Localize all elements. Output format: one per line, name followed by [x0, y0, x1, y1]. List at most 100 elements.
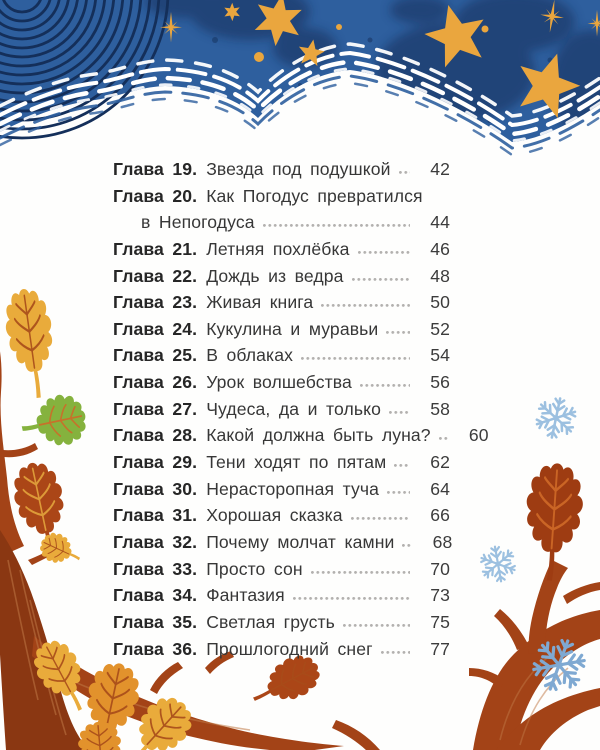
toc-row: Глава 36. Прошлогодний снег 77: [113, 636, 450, 663]
chapter-title: Почему молчат камни: [206, 531, 395, 552]
toc-row: Глава 25. В облаках 54: [113, 342, 450, 369]
dot-leader: [357, 250, 410, 254]
chapter-title: Урок волшебства: [206, 372, 352, 393]
page-number: 73: [430, 585, 450, 606]
chapter-label: Глава 24.: [113, 318, 198, 339]
dot-leader: [301, 357, 410, 361]
chapter-title: Кукулина и муравьи: [206, 318, 379, 339]
toc-row: Глава 26. Урок волшебства 56: [113, 369, 450, 396]
gold-stars: [160, 0, 600, 123]
snowflake-icon: [477, 544, 518, 585]
toc-row: Глава 29. Тени ходят по пятам 62: [113, 449, 450, 476]
chapter-title: Прошлогодний снег: [206, 638, 373, 659]
page-number: 60: [468, 425, 489, 446]
page-number: 66: [430, 505, 450, 526]
oak-leaf-icon: [519, 460, 587, 584]
toc-row: Глава 22. Дождь из ведра 48: [113, 263, 450, 290]
chapter-title: Фантазия: [206, 585, 285, 606]
chapter-title: Чудеса, да и только: [206, 398, 381, 419]
toc-row: Глава 23. Живая книга 50: [113, 289, 450, 316]
page-number: 58: [430, 398, 450, 419]
chapter-title: В облаках: [206, 345, 293, 366]
chapter-title: Хорошая сказка: [206, 505, 343, 526]
chapter-label: Глава 35.: [113, 611, 198, 632]
page-number: 75: [430, 611, 450, 632]
toc-row: Глава 32. Почему молчат камни 68: [113, 529, 453, 556]
chapter-title: Дождь из ведра: [206, 265, 344, 286]
oak-leaf-icon: [34, 527, 87, 573]
dot-leader: [262, 224, 410, 228]
page-number: 54: [430, 345, 450, 366]
chapter-label: Глава 36.: [113, 638, 198, 659]
page-number: 64: [430, 478, 450, 499]
chapter-title: Нерасторопная туча: [206, 478, 380, 499]
toc-row: Глава 19. Звезда под подушкой 42: [113, 156, 450, 183]
chapter-label: Глава 33.: [113, 558, 198, 579]
oak-tree-bottom-left: [0, 527, 344, 750]
toc-row: Глава 33. Просто сон 70: [113, 556, 450, 583]
oak-leaf-icon: [0, 284, 63, 403]
chapter-title: Летняя похлёбка: [206, 238, 350, 259]
chapter-label: Глава 30.: [113, 478, 198, 499]
dot-leader: [351, 277, 410, 281]
chapter-label: Глава 25.: [113, 345, 198, 366]
dot-leader: [292, 597, 410, 601]
toc-row: Глава 21. Летняя похлёбка 46: [113, 236, 450, 263]
chapter-label: Глава 28.: [113, 425, 198, 446]
chapter-label: Глава 19.: [113, 159, 198, 179]
dot-leader: [394, 464, 410, 468]
dot-leader: [387, 490, 410, 494]
chapter-label: Глава 31.: [113, 505, 198, 526]
page-number: 56: [430, 372, 450, 393]
chapter-title: Живая книга: [206, 292, 314, 313]
bark-texture: [499, 653, 569, 746]
page-number: 68: [432, 531, 453, 552]
oak-leaf-icon: [16, 389, 92, 455]
dot-leader: [350, 517, 410, 521]
table-of-contents: Глава 19. Звезда под подушкой 42 Глава 2…: [113, 156, 489, 663]
oak-leaf-icon: [75, 719, 126, 750]
star-dot-icon: [481, 25, 489, 33]
toc-row: Глава 35. Светлая грусть 75: [113, 609, 450, 636]
star-dot-icon: [336, 24, 342, 30]
dot-leader: [380, 650, 410, 654]
chapter-label: Глава 20.: [113, 185, 198, 206]
chapter-label: Глава 26.: [113, 372, 198, 393]
page-number: 50: [430, 292, 450, 313]
night-sky-banner: [0, 0, 600, 157]
toc-row: Глава 20. Как Погодус превратился 44: [113, 183, 450, 210]
page-number: 48: [430, 265, 450, 286]
chapter-title: Светлая грусть: [206, 611, 335, 632]
page-number: 52: [430, 318, 450, 339]
chapter-title: в Непогодуса: [141, 212, 255, 233]
chapter-title: Звезда под подушкой: [206, 159, 391, 179]
dot-leader: [310, 570, 410, 574]
oak-branch-left: [0, 284, 92, 562]
chapter-label: Глава 32.: [113, 531, 198, 552]
toc-row: в Непогодуса 44: [113, 209, 450, 236]
page-number: 46: [430, 238, 450, 259]
page-number: 44: [430, 212, 450, 233]
star-dot-icon: [254, 52, 264, 62]
dot-leader: [342, 623, 410, 627]
toc-row: Глава 30. Нерасторопная туча 64: [113, 476, 450, 503]
chapter-label: Глава 27.: [113, 398, 198, 419]
dot-leader: [386, 330, 410, 334]
chapter-label: Глава 23.: [113, 292, 198, 313]
dot-leader: [438, 437, 449, 441]
toc-row: Глава 34. Фантазия 73: [113, 582, 450, 609]
page-number: 62: [430, 452, 450, 473]
chapter-title: Какой должна быть луна?: [206, 425, 431, 446]
toc-row: Глава 28. Какой должна быть луна? 60: [113, 422, 489, 449]
dot-leader: [398, 171, 410, 174]
page-number: 77: [430, 638, 450, 659]
dot-leader: [359, 384, 410, 388]
dot-leader: [388, 410, 410, 414]
page-number: 70: [430, 558, 450, 579]
toc-row: Глава 31. Хорошая сказка 66: [113, 502, 450, 529]
chapter-label: Глава 29.: [113, 452, 198, 473]
chapter-title: Просто сон: [206, 558, 303, 579]
chapter-title: Тени ходят по пятам: [206, 452, 387, 473]
